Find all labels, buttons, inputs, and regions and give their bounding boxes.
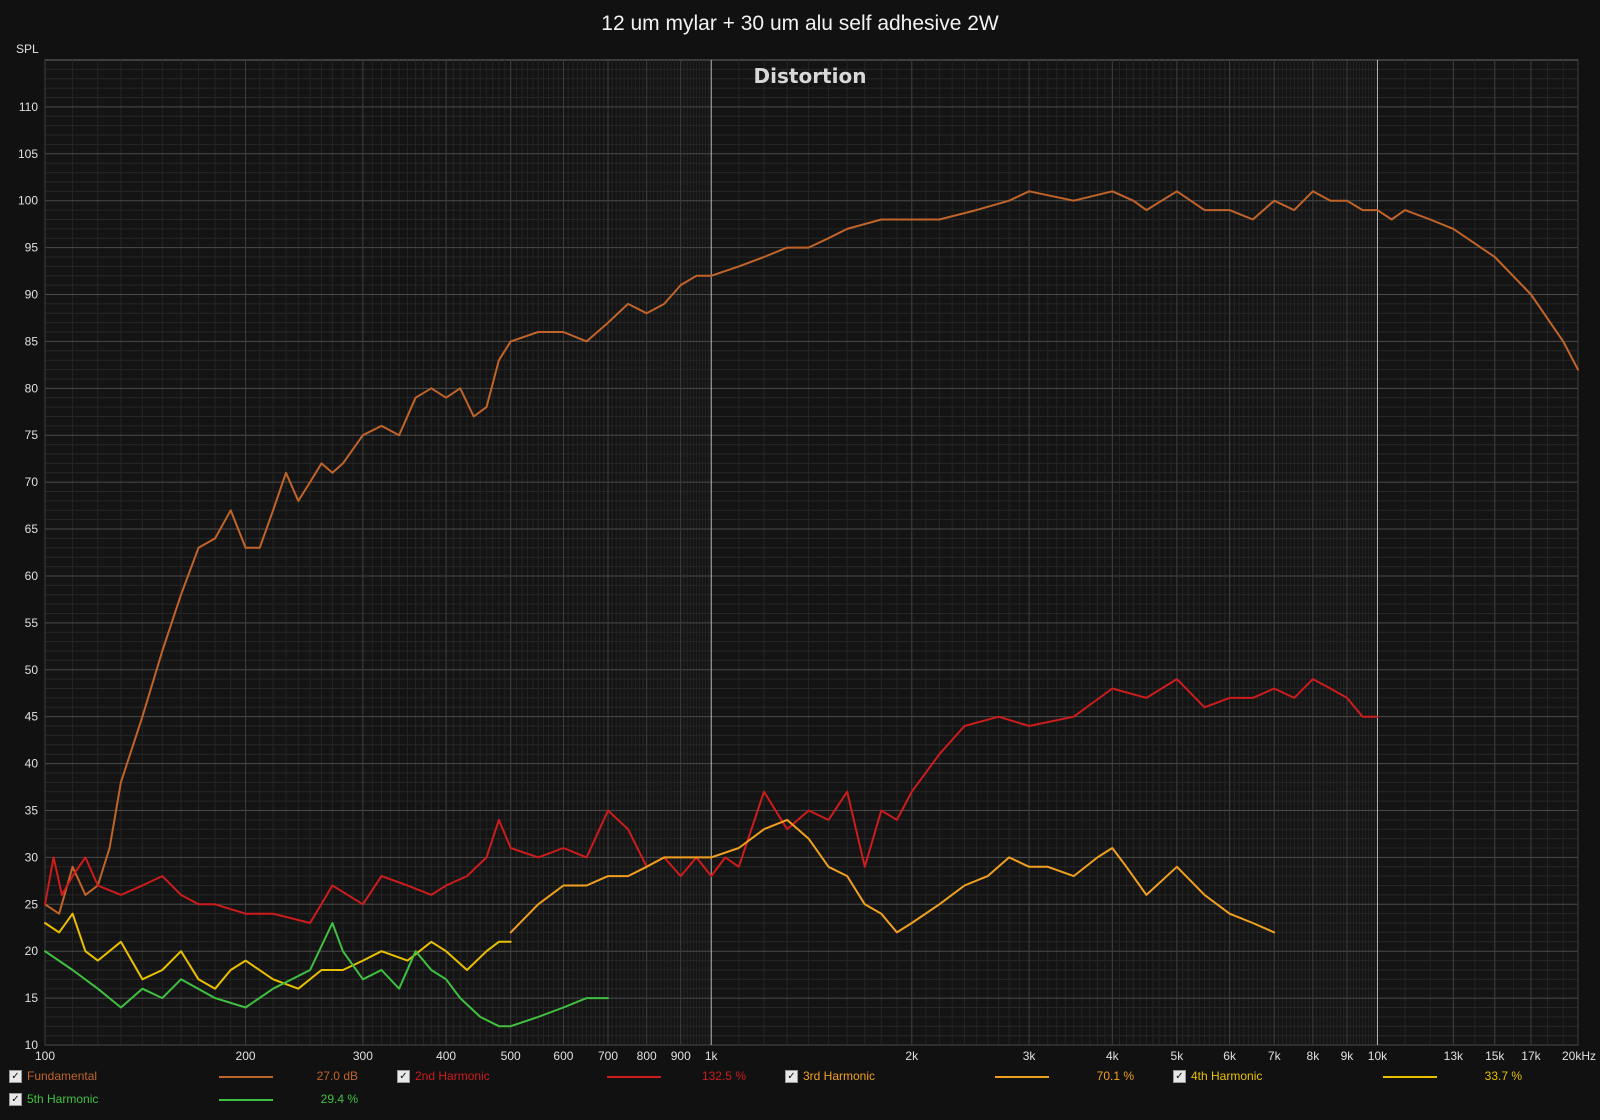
legend-checkbox[interactable]: ✓: [9, 1093, 22, 1106]
y-tick-label: 30: [25, 850, 39, 864]
y-tick-label: 95: [25, 241, 39, 255]
legend-line-swatch: [607, 1076, 661, 1078]
x-tick-label: 8k: [1307, 1049, 1321, 1063]
x-tick-label: 400: [436, 1049, 456, 1063]
y-tick-label: 50: [25, 663, 39, 677]
legend-checkbox[interactable]: ✓: [785, 1070, 798, 1083]
plot-area: [44, 59, 1579, 1046]
legend-line-swatch: [995, 1076, 1049, 1078]
series-line-5th-harmonic: [44, 922, 609, 1028]
distortion-chart: 12 um mylar + 30 um alu self adhesive 2W…: [16, 12, 1596, 1063]
legend-series-value: 29.4 %: [320, 1092, 358, 1106]
x-tick-label: 17k: [1521, 1049, 1541, 1063]
x-tick-label: 200: [236, 1049, 256, 1063]
legend-series-value: 132.5 %: [701, 1069, 746, 1083]
y-tick-label: 70: [25, 475, 39, 489]
y-axis-label: SPL: [16, 42, 39, 56]
chart-title: 12 um mylar + 30 um alu self adhesive 2W: [601, 12, 999, 35]
x-tick-label: 700: [598, 1049, 618, 1063]
x-tick-label: 2k: [905, 1049, 919, 1063]
legend-item[interactable]: ✓ Fundamental 27.0 dB: [0, 1068, 380, 1088]
legend-line-swatch: [219, 1099, 273, 1101]
x-tick-label: 900: [671, 1049, 691, 1063]
series-line-4th-harmonic: [44, 912, 512, 990]
y-tick-label: 85: [25, 334, 39, 348]
x-tick-label: 100: [35, 1049, 55, 1063]
legend-line-swatch: [219, 1076, 273, 1078]
grid: [44, 60, 1579, 1046]
legend-checkbox[interactable]: ✓: [397, 1070, 410, 1083]
legend-series-value: 70.1 %: [1096, 1069, 1134, 1083]
legend-line-swatch: [1383, 1076, 1437, 1078]
legend-checkbox[interactable]: ✓: [1173, 1070, 1186, 1083]
y-tick-label: 75: [25, 428, 39, 442]
x-tick-label: 10k: [1368, 1049, 1388, 1063]
legend: ✓ Fundamental 27.0 dB ✓ 2nd Harmonic 132.5 % ✓…: [0, 1068, 1600, 1120]
y-tick-label: 45: [25, 710, 39, 724]
y-tick-label: 35: [25, 803, 39, 817]
legend-series-name: 3rd Harmonic: [803, 1069, 876, 1083]
x-tick-label: 9k: [1341, 1049, 1355, 1063]
x-tick-label: 3k: [1023, 1049, 1037, 1063]
legend-series-name: 4th Harmonic: [1191, 1069, 1263, 1083]
series-line-2nd-harmonic: [44, 678, 1379, 924]
y-tick-label: 90: [25, 288, 39, 302]
legend-series-name: 2nd Harmonic: [415, 1069, 490, 1083]
legend-item[interactable]: ✓ 2nd Harmonic 132.5 %: [388, 1068, 768, 1088]
y-tick-label: 20: [25, 944, 39, 958]
x-tick-label: 13k: [1444, 1049, 1464, 1063]
x-tick-label: 800: [637, 1049, 657, 1063]
y-tick-label: 80: [25, 381, 39, 395]
x-tick-label: 4k: [1106, 1049, 1120, 1063]
y-tick-label: 40: [25, 757, 39, 771]
x-tick-label: 7k: [1268, 1049, 1282, 1063]
y-tick-label: 60: [25, 569, 39, 583]
y-tick-label: 105: [18, 147, 38, 161]
legend-series-name: 5th Harmonic: [27, 1092, 99, 1106]
y-tick-label: 110: [19, 100, 38, 114]
y-tick-labels: 10 15 20 25 30 35 40 45 50 55 60 65 70 75 80 85 90 95 100 1…: [18, 100, 38, 1052]
x-tick-label: 20kHz: [1562, 1049, 1596, 1063]
legend-series-value: 27.0 dB: [316, 1069, 358, 1083]
legend-series-value: 33.7 %: [1484, 1069, 1522, 1083]
legend-item[interactable]: ✓ 5th Harmonic 29.4 %: [0, 1091, 380, 1111]
y-tick-label: 25: [25, 897, 39, 911]
x-tick-label: 1k: [705, 1049, 719, 1063]
y-tick-label: 100: [18, 194, 38, 208]
x-tick-label: 500: [501, 1049, 521, 1063]
x-tick-label: 6k: [1223, 1049, 1237, 1063]
x-tick-label: 600: [553, 1049, 573, 1063]
x-tick-label: 15k: [1485, 1049, 1505, 1063]
y-tick-label: 55: [25, 616, 39, 630]
series-lines: [44, 190, 1579, 1028]
y-tick-label: 15: [25, 991, 39, 1005]
chart-subtitle: Distortion: [754, 64, 867, 88]
x-tick-labels: 100 200 300 400 500 600 700 800 900 1k 2k 3k 4k 5k 6k 7…: [35, 1049, 1596, 1063]
legend-series-name: Fundamental: [27, 1069, 98, 1083]
legend-item[interactable]: ✓ 4th Harmonic 33.7 %: [1164, 1068, 1544, 1088]
legend-checkbox[interactable]: ✓: [9, 1070, 22, 1083]
series-line-3rd-harmonic: [509, 818, 1276, 934]
legend-item[interactable]: ✓ 3rd Harmonic 70.1 %: [776, 1068, 1156, 1088]
x-tick-label: 300: [353, 1049, 373, 1063]
y-tick-label: 65: [25, 522, 39, 536]
x-tick-label: 5k: [1171, 1049, 1185, 1063]
y-tick-label: 10: [25, 1038, 39, 1052]
series-line-fundamental: [44, 190, 1579, 915]
